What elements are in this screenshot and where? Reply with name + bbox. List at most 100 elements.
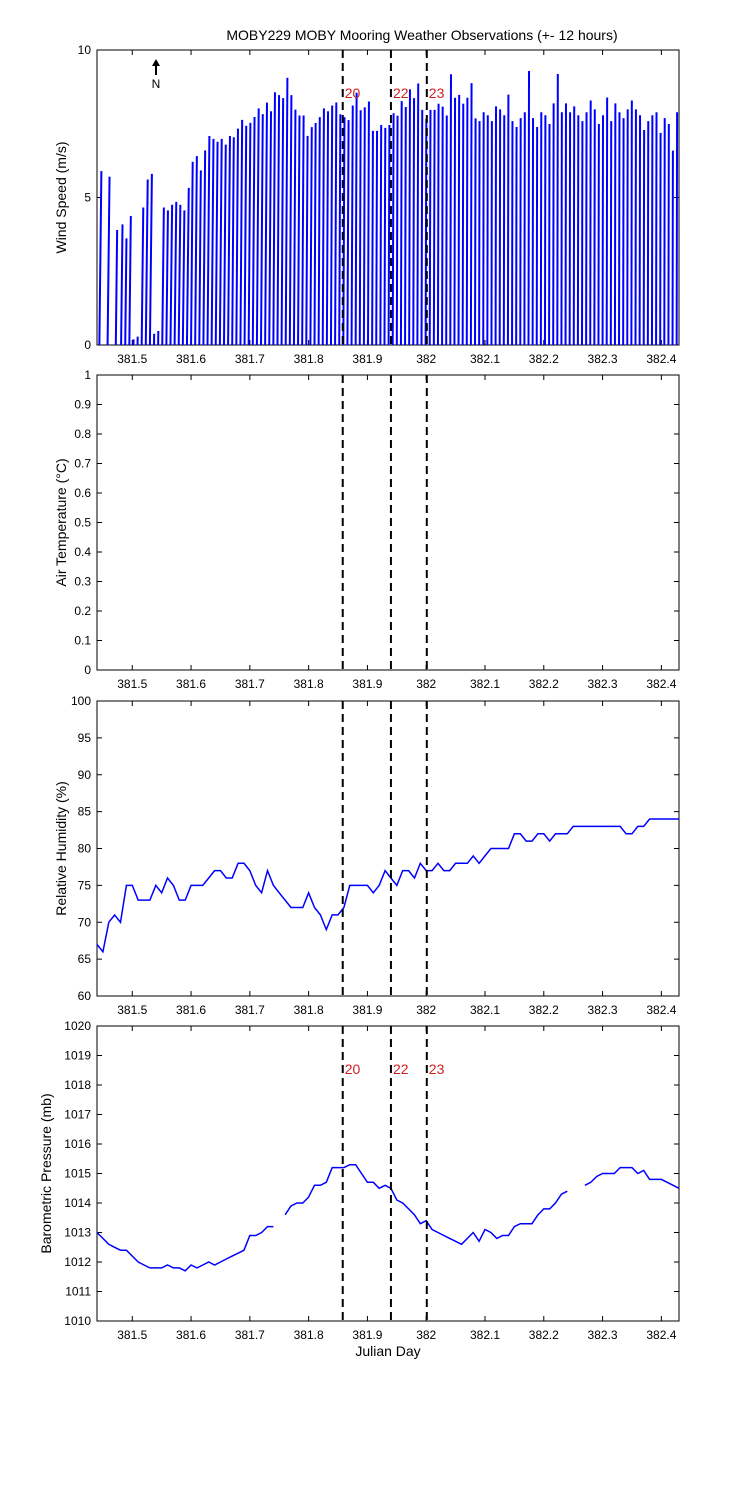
x-axis-label: Julian Day	[355, 1343, 420, 1359]
wind-stick	[367, 101, 370, 346]
pressure-panel: 381.5 381.6 381.7 381.8 381.9 382 382.1 382.2 38…	[38, 1019, 680, 1359]
y-tick-label: 1	[84, 368, 91, 382]
wind-stick	[297, 115, 301, 346]
y-tick-label: 0.4	[74, 545, 91, 559]
y-tick-label: 70	[78, 915, 92, 929]
wind-stick	[465, 97, 469, 346]
x-tick-label: 382.4	[646, 1328, 676, 1342]
x-tick-label: 382.3	[588, 1003, 618, 1017]
series-line	[96, 1225, 274, 1272]
x-tick-label: 381.9	[352, 1328, 382, 1342]
wind-stick	[309, 127, 313, 346]
figure-title: MOBY229 MOBY Mooring Weather Observation…	[226, 27, 617, 43]
y-tick-label: 0	[84, 663, 91, 677]
x-tick-label: 382.4	[646, 1003, 676, 1017]
y-axis-label: Barometric Pressure (mb)	[38, 1093, 54, 1253]
x-tick-label: 381.6	[176, 1003, 206, 1017]
axes-box	[96, 1025, 680, 1322]
wind-stick	[416, 83, 420, 346]
wind-stick	[556, 73, 559, 346]
wind-stick	[362, 107, 366, 346]
wind-stick	[445, 115, 448, 346]
wind-stick	[280, 98, 285, 346]
wind-stick	[436, 103, 440, 346]
wind-stick	[165, 210, 169, 346]
marker-label: 20	[345, 1061, 361, 1077]
y-axis-label: Air Temperature (°C)	[53, 458, 69, 586]
wind-stick	[334, 102, 338, 346]
y-tick-label: 80	[78, 842, 92, 856]
y-tick-label: 0.3	[74, 575, 91, 589]
wind-stick	[329, 105, 334, 346]
wind-stick	[268, 111, 273, 346]
wind-stick	[301, 115, 305, 346]
wind-stick	[185, 187, 190, 346]
x-tick-label: 381.7	[235, 1328, 265, 1342]
north-label: N	[152, 77, 161, 91]
axes-box	[96, 374, 680, 671]
series-line	[584, 1166, 680, 1189]
wind-stick	[227, 136, 231, 346]
wind-stick	[206, 136, 211, 346]
wind-stick	[222, 144, 227, 346]
y-tick-label: 0.7	[74, 457, 91, 471]
x-tick-label: 381.5	[117, 352, 147, 366]
wind-stick	[161, 207, 165, 346]
y-tick-label: 90	[78, 768, 92, 782]
wind-stick	[453, 97, 457, 346]
north-arrow-head-icon	[152, 59, 160, 66]
x-tick-label: 382.1	[470, 1003, 500, 1017]
x-tick-label: 382	[416, 677, 436, 691]
marker-label: 22	[393, 85, 409, 101]
x-tick-label: 382	[416, 1328, 436, 1342]
wind-stick	[342, 117, 346, 346]
wind-stick	[235, 128, 239, 346]
y-tick-label: 0.2	[74, 604, 91, 618]
wind-stick	[461, 103, 465, 346]
y-tick-label: 1011	[65, 1285, 91, 1299]
x-tick-label: 381.8	[294, 1328, 324, 1342]
x-tick-label: 382.3	[588, 677, 618, 691]
x-tick-label: 382.2	[529, 352, 559, 366]
wind-stick	[194, 156, 198, 346]
wind-stick	[169, 204, 174, 346]
y-tick-label: 1014	[64, 1196, 91, 1210]
x-tick-label: 381.7	[235, 677, 265, 691]
y-tick-label: 75	[78, 878, 92, 892]
axes-box	[96, 700, 680, 997]
y-tick-label: 0.8	[74, 427, 91, 441]
wind-stick	[98, 171, 103, 346]
wind-stick	[358, 110, 362, 346]
x-tick-label: 381.8	[294, 1003, 324, 1017]
wind-stick	[140, 207, 145, 346]
y-tick-label: 95	[78, 731, 92, 745]
wind-stick	[292, 109, 297, 346]
wind-stick	[124, 238, 128, 346]
wind-stick	[428, 109, 432, 346]
wind-stick	[272, 92, 276, 346]
x-tick-label: 381.9	[352, 352, 382, 366]
x-tick-label: 381.6	[176, 677, 206, 691]
y-axis-label: Wind Speed (m/s)	[53, 141, 69, 253]
marker-label: 23	[429, 1061, 445, 1077]
wind-stick	[474, 118, 477, 346]
y-tick-label: 1020	[64, 1019, 91, 1033]
wind-stick	[148, 173, 153, 346]
x-tick-label: 382.2	[529, 677, 559, 691]
y-tick-label: 1017	[64, 1108, 91, 1122]
marker-label: 22	[393, 1061, 409, 1077]
x-tick-label: 382.1	[470, 352, 500, 366]
y-tick-label: 65	[78, 952, 92, 966]
y-tick-label: 1019	[64, 1049, 91, 1063]
x-tick-label: 381.8	[294, 677, 324, 691]
wind-stick	[527, 71, 531, 346]
y-tick-label: 1018	[64, 1078, 91, 1092]
wind-stick	[106, 176, 111, 346]
wind-stick	[469, 83, 473, 346]
wind-stick	[395, 115, 399, 346]
wind-stick	[114, 229, 119, 346]
x-tick-label: 381.9	[352, 677, 382, 691]
wind-stick	[181, 210, 186, 346]
wind-stick	[399, 101, 403, 346]
x-tick-label: 382.4	[646, 352, 676, 366]
